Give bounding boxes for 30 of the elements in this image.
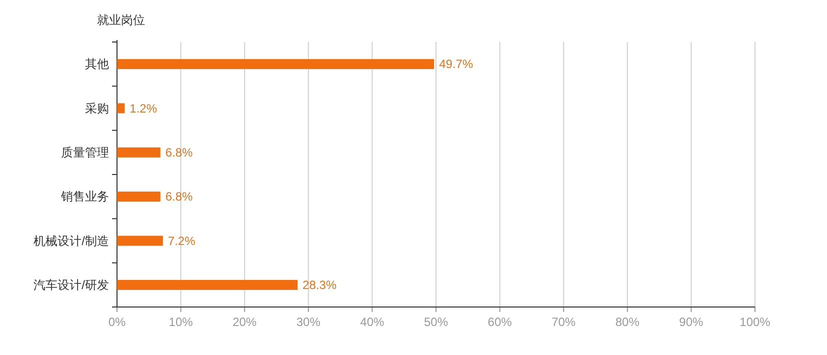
y-tick-label: 其他 xyxy=(85,57,109,72)
data-label: 6.8% xyxy=(165,190,194,204)
y-axis-title: 就业岗位 xyxy=(97,13,145,27)
x-tick-label: 30% xyxy=(296,315,321,329)
y-tick-label: 销售业务 xyxy=(60,190,109,204)
bar xyxy=(117,280,298,290)
x-tick-label: 40% xyxy=(360,315,385,329)
bar xyxy=(117,236,163,246)
x-tick-label: 10% xyxy=(168,315,194,329)
x-tick-label: 90% xyxy=(679,315,704,329)
bar xyxy=(117,59,434,70)
x-tick-label: 60% xyxy=(488,315,512,329)
x-tick-label: 20% xyxy=(232,315,257,329)
data-label: 1.2% xyxy=(130,101,158,116)
data-label: 28.3% xyxy=(302,278,337,292)
data-label: 49.7% xyxy=(439,57,474,72)
y-tick-label: 汽车设计/研发 xyxy=(34,278,109,292)
y-tick-label: 机械设计/制造 xyxy=(34,234,109,248)
y-tick-label: 采购 xyxy=(85,101,109,116)
bar xyxy=(117,103,125,114)
data-label: 7.2% xyxy=(168,234,196,248)
bar xyxy=(117,192,160,202)
bar xyxy=(117,147,160,158)
x-tick-label: 70% xyxy=(552,315,576,329)
x-tick-label: 50% xyxy=(424,315,448,329)
x-tick-label: 0% xyxy=(108,315,126,329)
x-tick-label: 80% xyxy=(615,315,640,329)
y-tick-label: 质量管理 xyxy=(61,145,109,160)
data-label: 6.8% xyxy=(165,145,194,160)
x-tick-label: 100% xyxy=(740,315,771,329)
